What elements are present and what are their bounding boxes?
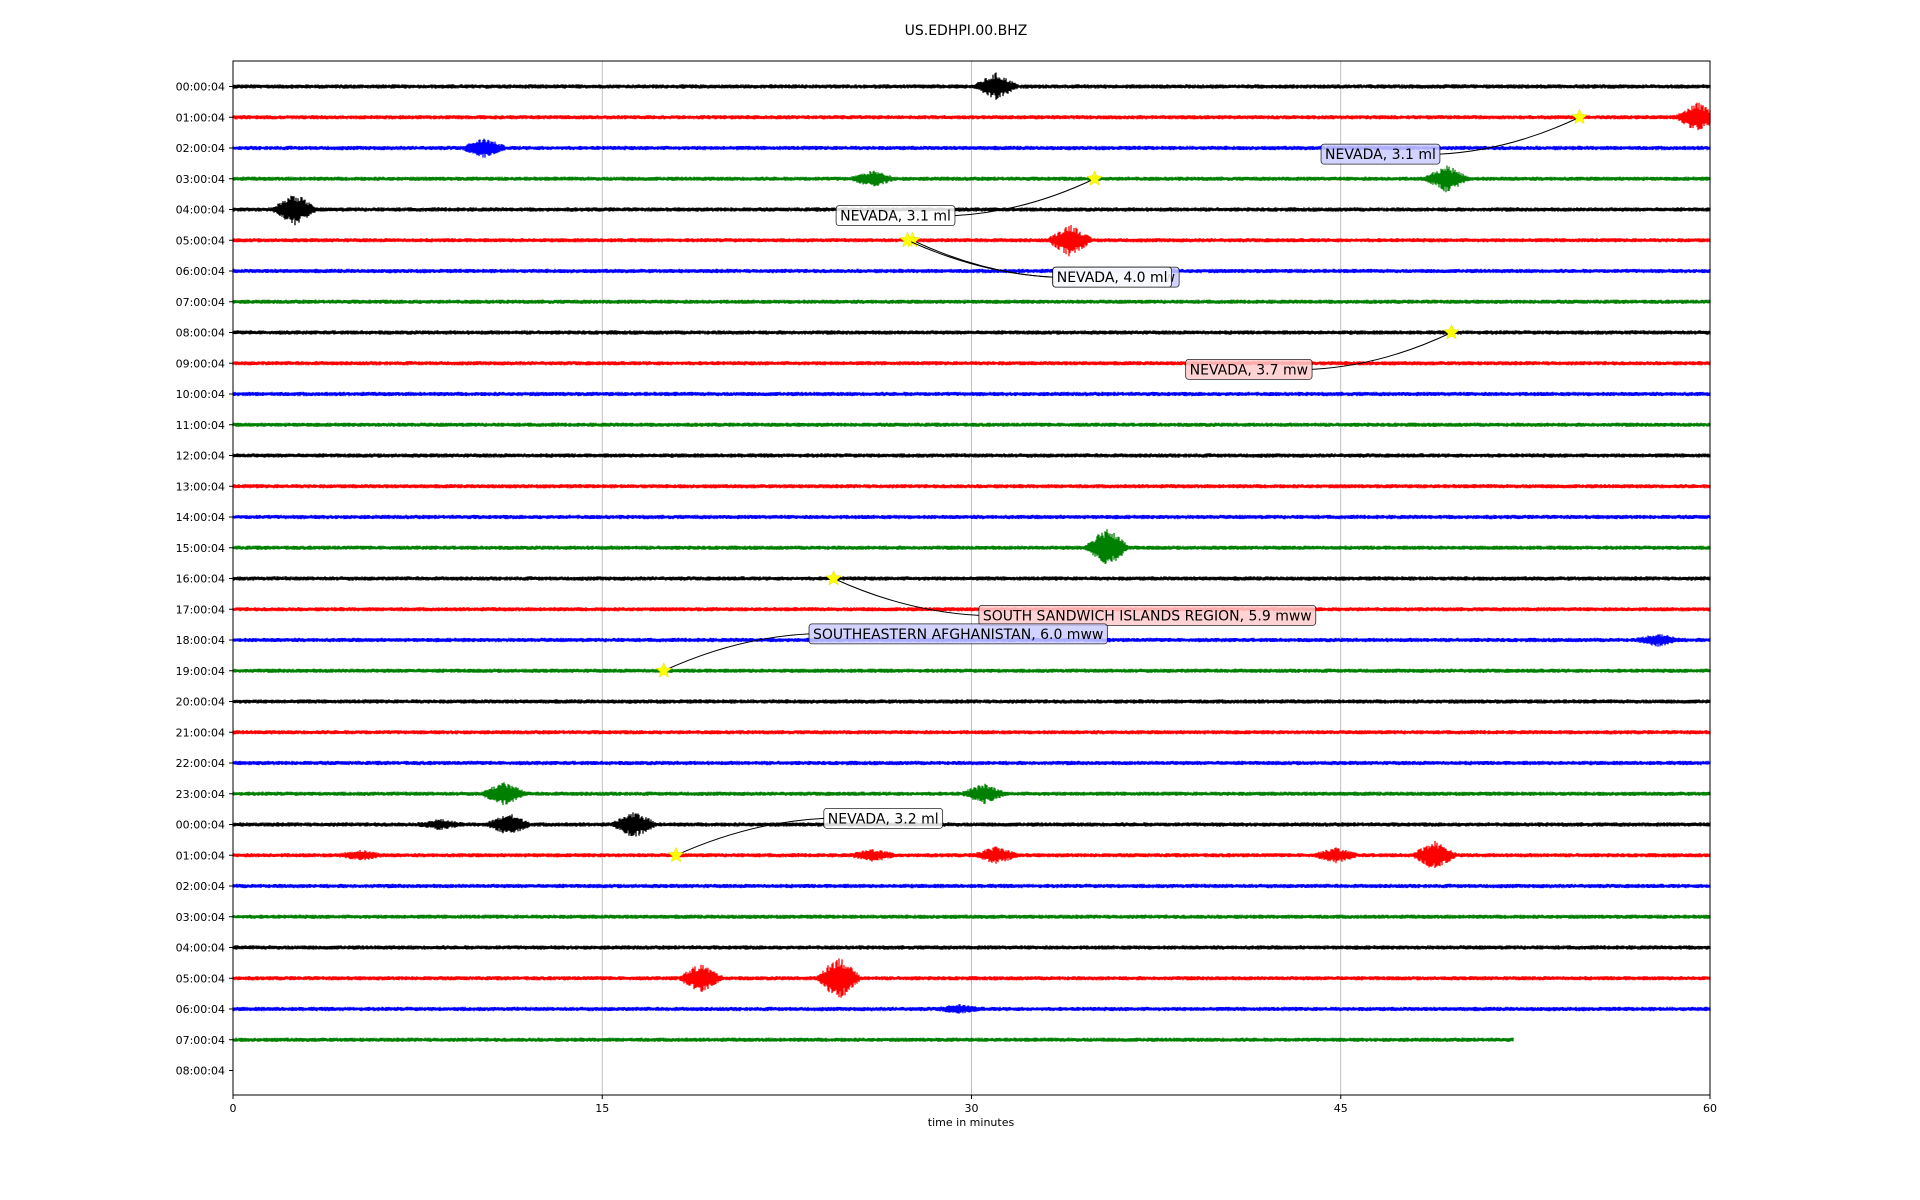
event-star-marker — [1443, 323, 1460, 340]
trace-row-22 — [232, 760, 1711, 766]
event-label: NEVADA, 3.1 ml — [1325, 147, 1436, 163]
event-label-box — [1185, 358, 1313, 380]
event-star-marker — [899, 231, 916, 248]
event-star-marker — [1086, 170, 1103, 186]
y-tick-label: 05:00:04 — [176, 972, 225, 985]
y-tick-label: 12:00:04 — [176, 450, 225, 463]
event-connector — [1312, 332, 1452, 370]
trace-row-21 — [232, 730, 1711, 735]
event-star-marker — [655, 662, 673, 678]
event-connector — [1439, 116, 1580, 155]
event-label: SOUTH SANDWICH ISLANDS REGION, 5.9 mww — [983, 608, 1312, 624]
event-annotation: NEVADA, 3.7 mw — [1185, 323, 1460, 380]
event-connector — [907, 239, 1053, 278]
trace-row-17 — [232, 607, 1711, 612]
x-axis: 0 15 30 45 60 — [230, 1095, 1717, 1115]
event-label: NEVADA, 3.2 ml — [828, 811, 939, 827]
event-connector — [833, 578, 979, 616]
event-label: NEVADA, 3.7 mw — [1190, 362, 1308, 378]
annotations: NEVADA, 3.1 ml NEVADA, 3.1 ml NEVADA, 4.0 … — [655, 108, 1588, 863]
event-connector — [663, 633, 810, 672]
event-connector — [675, 817, 824, 856]
event-connector — [954, 178, 1095, 217]
trace-row-9 — [232, 361, 1711, 366]
event-annotation: SOUTHEASTERN AFGHANISTAN, 6.0 mww — [655, 623, 1108, 678]
y-tick-label: 16:00:04 — [176, 573, 225, 586]
y-tick-label: 15:00:04 — [176, 542, 225, 555]
y-tick-label: 17:00:04 — [176, 603, 225, 616]
event-annotation: SOUTH SANDWICH ISLANDS REGION, 5.9 mww — [825, 569, 1317, 626]
y-tick-label: 03:00:04 — [176, 173, 225, 186]
trace-row-13 — [232, 484, 1711, 489]
event-label-box — [808, 623, 1108, 645]
event-star-marker — [825, 569, 842, 586]
x-tick-label: 15 — [595, 1102, 609, 1115]
y-tick-label: 03:00:04 — [176, 911, 225, 924]
y-tick-label: 23:00:04 — [176, 788, 225, 801]
y-tick-label: 02:00:04 — [176, 142, 225, 155]
y-tick-label: 18:00:04 — [176, 634, 225, 647]
y-tick-label: 01:00:04 — [176, 849, 225, 862]
chart-title: US.EDHPI.00.BHZ — [905, 23, 1028, 39]
y-tick-label: 14:00:04 — [176, 511, 225, 524]
trace-row-6 — [232, 268, 1711, 274]
event-star-marker — [1571, 108, 1588, 125]
y-tick-label: 05:00:04 — [176, 234, 225, 247]
event-annotation: NEVADA, 3.1 ml — [1320, 108, 1588, 165]
trace-row-31 — [232, 1037, 1514, 1042]
event-annotation: NEVADA, 3.1 ml — [835, 170, 1103, 227]
trace-row-26 — [232, 883, 1711, 889]
y-tick-label: 19:00:04 — [176, 665, 225, 678]
x-tick-label: 30 — [965, 1102, 979, 1115]
event-label-box — [1320, 143, 1441, 165]
x-axis-label: time in minutes — [928, 1116, 1015, 1129]
y-tick-label: 00:00:04 — [176, 819, 225, 832]
event-label: NEVADA, 4.0 ml — [1057, 270, 1168, 286]
y-tick-label: 22:00:04 — [176, 757, 225, 770]
event-star-marker — [667, 846, 685, 863]
y-tick-label: 21:00:04 — [176, 726, 225, 739]
event-label: NEVADA, 3.1 ml — [840, 209, 951, 225]
trace-row-28 — [232, 945, 1711, 950]
event-label-box — [823, 807, 944, 829]
y-tick-label: 20:00:04 — [176, 696, 225, 709]
event-label: SOUTHEASTERN AFGHANISTAN, 6.0 mww — [813, 627, 1103, 643]
y-tick-label: 07:00:04 — [176, 1034, 225, 1047]
y-tick-label: 10:00:04 — [176, 388, 225, 401]
y-tick-label: 06:00:04 — [176, 1003, 225, 1016]
y-tick-label: 06:00:04 — [176, 265, 225, 278]
y-tick-label: 00:00:04 — [176, 81, 225, 94]
trace-row-20 — [232, 699, 1711, 704]
trace-row-27 — [232, 914, 1711, 919]
y-tick-label: 08:00:04 — [176, 1065, 225, 1078]
y-tick-label: 08:00:04 — [176, 327, 225, 340]
trace-row-12 — [232, 453, 1711, 458]
y-tick-label: 01:00:04 — [176, 111, 225, 124]
y-tick-label: 13:00:04 — [176, 480, 225, 493]
y-tick-label: 02:00:04 — [176, 880, 225, 893]
y-tick-label: 04:00:04 — [176, 942, 225, 955]
y-axis: 00:00:04 01:00:04 02:00:04 03:00:04 04:00:04… — [176, 81, 233, 1078]
y-tick-label: 07:00:04 — [176, 296, 225, 309]
y-tick-label: 11:00:04 — [176, 419, 225, 432]
event-label-box — [1052, 266, 1172, 288]
y-tick-label: 04:00:04 — [176, 204, 225, 217]
trace-row-14 — [232, 514, 1711, 520]
x-tick-label: 60 — [1703, 1102, 1717, 1115]
y-tick-label: 09:00:04 — [176, 357, 225, 370]
x-tick-label: 45 — [1334, 1102, 1348, 1115]
trace-row-11 — [232, 422, 1711, 427]
event-annotation: NEVADA, 3.2 ml — [667, 807, 944, 863]
event-annotation: NEVADA, 4.0 ml — [899, 231, 1172, 288]
event-label-box — [835, 205, 956, 227]
x-tick-label: 0 — [230, 1102, 237, 1115]
event-label-box — [978, 605, 1317, 626]
